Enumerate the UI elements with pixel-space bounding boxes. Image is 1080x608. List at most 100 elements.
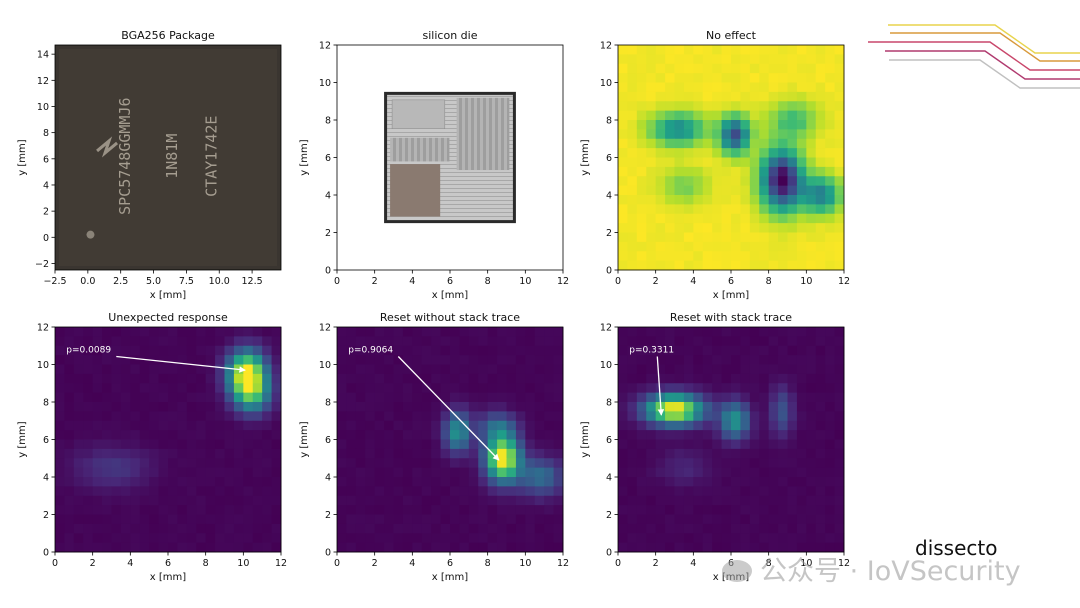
- heatmap-cell: [553, 392, 564, 403]
- heatmap-cell: [73, 430, 84, 440]
- heatmap-cell: [337, 402, 347, 412]
- heatmap-cell: [796, 148, 807, 158]
- heatmap-cell: [674, 364, 685, 375]
- heatmap-cell: [636, 458, 647, 469]
- heatmap-cell: [825, 327, 835, 337]
- heatmap-cell: [618, 213, 628, 224]
- heatmap-cell: [702, 514, 713, 525]
- heatmap-cell: [487, 430, 498, 440]
- heatmap-cell: [55, 542, 65, 553]
- heatmap-cell: [712, 91, 722, 102]
- heatmap-cell: [693, 458, 704, 469]
- heatmap-cell: [384, 467, 394, 478]
- x-tick-label: 12: [838, 558, 850, 569]
- heatmap-cell: [768, 477, 779, 487]
- heatmap-cell: [740, 45, 751, 55]
- heatmap-cell: [712, 63, 722, 74]
- heatmap-cell: [402, 448, 413, 459]
- heatmap-cell: [721, 477, 732, 487]
- heatmap-cell: [402, 514, 413, 525]
- heatmap-cell: [721, 232, 732, 243]
- heatmap-cell: [421, 327, 432, 337]
- heatmap-cell: [525, 486, 536, 497]
- heatmap-cell: [83, 495, 94, 506]
- heatmap-cell: [64, 411, 75, 422]
- heatmap-cell: [421, 542, 432, 553]
- heatmap-cell: [655, 411, 666, 422]
- heatmap-cell: [355, 439, 366, 450]
- heatmap-cell: [683, 63, 694, 74]
- heatmap-cell: [721, 176, 732, 187]
- heatmap-cell: [215, 402, 225, 412]
- heatmap-cell: [693, 514, 704, 525]
- heatmap-cell: [196, 430, 207, 440]
- heatmap-cell: [355, 505, 366, 515]
- heatmap-cell: [778, 355, 788, 365]
- heatmap-cell: [665, 392, 675, 403]
- heatmap-cell: [252, 364, 263, 375]
- heatmap-cell: [646, 402, 657, 412]
- heatmap-cell: [515, 327, 526, 337]
- heatmap-cell: [120, 458, 131, 469]
- heatmap-cells: [55, 327, 282, 553]
- heatmap-cell: [768, 345, 779, 356]
- heatmap-cell: [450, 345, 460, 356]
- heatmap-cell: [421, 364, 432, 375]
- heatmap-cell: [92, 439, 103, 450]
- heatmap-cell: [834, 411, 845, 422]
- heatmap-cell: [346, 514, 357, 525]
- heatmap-cell: [646, 430, 657, 440]
- heatmap-cell: [196, 364, 207, 375]
- heatmap-cell: [693, 251, 704, 262]
- y-tick-label: 2: [606, 510, 612, 521]
- heatmap-cell: [515, 448, 526, 459]
- heatmap-cell: [431, 477, 441, 487]
- heatmap-cell: [778, 345, 788, 356]
- heatmap-cell: [92, 430, 103, 440]
- heatmap-cell: [64, 355, 75, 365]
- heatmap-cell: [834, 260, 845, 271]
- heatmap-cell: [702, 336, 713, 347]
- heatmap-cell: [412, 542, 423, 553]
- heatmap-cell: [806, 336, 817, 347]
- heatmap-cell: [731, 223, 741, 233]
- heatmap-cell: [618, 533, 628, 544]
- heatmap-cell: [158, 355, 169, 365]
- heatmap-cell: [655, 458, 666, 469]
- heatmap-cell: [646, 101, 657, 112]
- heatmap-cell: [787, 82, 798, 93]
- heatmap-cell: [149, 392, 159, 403]
- heatmap-cell: [374, 364, 385, 375]
- heatmap-cell: [834, 505, 845, 515]
- heatmap-cell: [102, 458, 112, 469]
- heatmap-cell: [646, 373, 657, 384]
- heatmap-cell: [158, 533, 169, 544]
- heatmap-cell: [740, 54, 751, 65]
- heatmap-cell: [120, 495, 131, 506]
- heatmap-cell: [186, 467, 197, 478]
- heatmap-cell: [665, 232, 675, 243]
- heatmap-cell: [834, 204, 845, 215]
- heatmap-cell: [646, 176, 657, 187]
- heatmap-cell: [702, 110, 713, 121]
- heatmap-cell: [459, 514, 470, 525]
- heatmap-cell: [693, 486, 704, 497]
- heatmap-cell: [759, 458, 770, 469]
- heatmap-cell: [346, 420, 357, 431]
- heatmap-cell: [834, 138, 845, 149]
- heatmap-cell: [721, 138, 732, 149]
- heatmap-cell: [665, 467, 675, 478]
- x-tick-label: 8: [203, 558, 209, 569]
- heatmap-cell: [83, 402, 94, 412]
- heatmap-cell: [497, 533, 507, 544]
- heatmap-cell: [702, 166, 713, 177]
- heatmap-cell: [215, 439, 225, 450]
- heatmap-cell: [506, 392, 517, 403]
- heatmap-cell: [346, 495, 357, 506]
- heatmap-cell: [721, 110, 732, 121]
- heatmap-cell: [787, 213, 798, 224]
- heatmap-cell: [627, 364, 638, 375]
- heatmap-cell: [768, 392, 779, 403]
- heatmap-cell: [497, 439, 507, 450]
- heatmap-cell: [665, 241, 675, 252]
